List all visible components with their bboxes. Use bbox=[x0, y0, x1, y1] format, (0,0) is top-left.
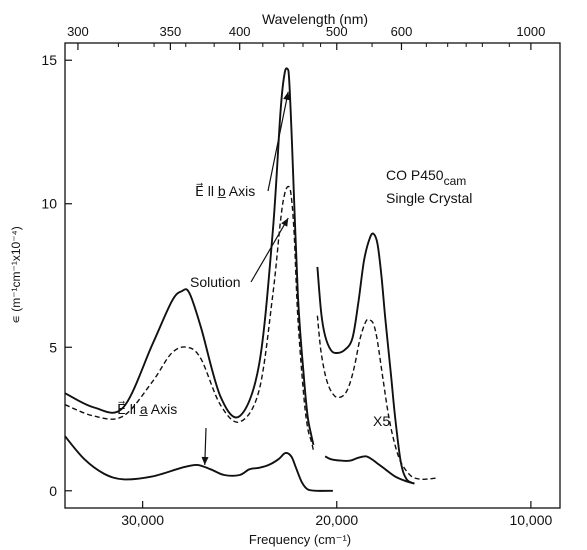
annotation-b-axis: E⃗ ll b̲ Axis bbox=[195, 182, 255, 199]
bottom-axis-label: Frequency (cm⁻¹) bbox=[249, 532, 351, 547]
plot-frame bbox=[64, 42, 561, 509]
annotation-a-axis-arrow-head bbox=[201, 456, 209, 465]
x-tick-label: 30,000 bbox=[121, 512, 164, 528]
annotation-x5: X5 bbox=[373, 413, 390, 429]
annotation-sample-name: CO P450cam bbox=[386, 167, 466, 188]
annotation-solution-arrow-head bbox=[281, 218, 289, 227]
y-tick-label: 0 bbox=[49, 483, 57, 499]
series-layer bbox=[64, 67, 438, 492]
series-line-5 bbox=[316, 315, 438, 481]
top-tick-label: 400 bbox=[229, 24, 251, 39]
annotation-b-axis-arrow-head bbox=[283, 91, 291, 101]
y-tick-label: 5 bbox=[49, 339, 57, 355]
annotation-a-axis: E⃗ ll a̲ Axis bbox=[117, 400, 177, 417]
x-tick-label: 10,000 bbox=[509, 512, 552, 528]
top-tick-label: 1000 bbox=[516, 24, 545, 39]
annotation-layer: CO P450cam Single Crystal E⃗ ll b̲ Axis Sol… bbox=[117, 91, 472, 465]
y-tick-label: 15 bbox=[41, 52, 57, 68]
y-axis-label: ∊ (m⁻¹cm⁻¹x10⁻⁴) bbox=[9, 226, 23, 323]
annotation-b-axis-arrow-line bbox=[267, 91, 289, 192]
series-line-3 bbox=[64, 435, 333, 492]
annotation-solution-arrow-line bbox=[250, 217, 289, 283]
x-tick-label: 20,000 bbox=[315, 512, 358, 528]
series-line-2 bbox=[64, 185, 315, 451]
sample-name-main: CO P450 bbox=[386, 167, 444, 183]
sample-name-subscript: cam bbox=[444, 174, 467, 188]
annotation-solution: Solution bbox=[190, 274, 241, 290]
series-line-4 bbox=[316, 232, 415, 485]
top-tick-label: 300 bbox=[67, 24, 89, 39]
axes-layer: 30,000 20,000 10,000 0 5 10 15 300 350 400 500 600 1… bbox=[41, 24, 552, 528]
top-tick-label: 350 bbox=[160, 24, 182, 39]
annotation-single-crystal: Single Crystal bbox=[386, 190, 472, 206]
y-tick-label: 10 bbox=[41, 196, 57, 212]
top-tick-label: 600 bbox=[391, 24, 413, 39]
top-tick-label: 500 bbox=[326, 24, 348, 39]
top-axis-label: Wavelength (nm) bbox=[262, 11, 368, 27]
series-line-1 bbox=[64, 67, 315, 446]
series-line-6 bbox=[324, 455, 415, 485]
